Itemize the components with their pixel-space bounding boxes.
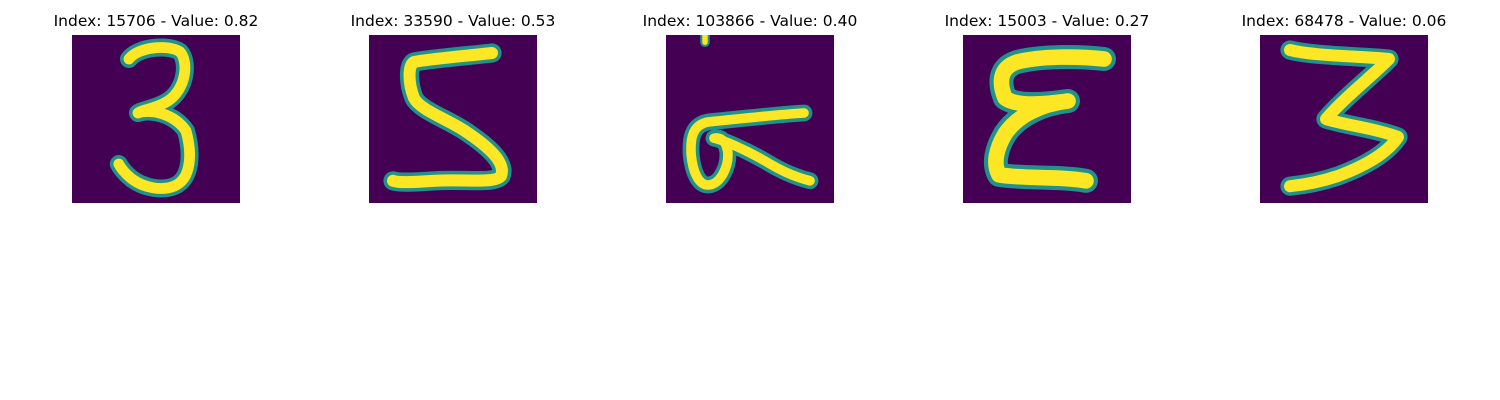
- panel-title: Index: 103866 - Value: 0.40: [642, 12, 858, 30]
- digit-image-4: [963, 35, 1131, 203]
- panel-title: Index: 15706 - Value: 0.82: [53, 12, 259, 30]
- digit-image-2: [369, 35, 537, 203]
- digit-panel-5: Index: 68478 - Value: 0.06: [1194, 0, 1494, 205]
- digit-panel-1: Index: 15706 - Value: 0.82: [6, 0, 306, 205]
- panel-title: Index: 15003 - Value: 0.27: [944, 12, 1150, 30]
- digit-image-3: [666, 35, 834, 203]
- digit-image-1: [72, 35, 240, 203]
- digit-image-5: [1260, 35, 1428, 203]
- digit-panel-4: Index: 15003 - Value: 0.27: [897, 0, 1197, 205]
- panel-title: Index: 33590 - Value: 0.53: [350, 12, 556, 30]
- digit-panel-2: Index: 33590 - Value: 0.53: [303, 0, 603, 205]
- panel-title: Index: 68478 - Value: 0.06: [1241, 12, 1447, 30]
- digit-panel-3: Index: 103866 - Value: 0.40: [600, 0, 900, 205]
